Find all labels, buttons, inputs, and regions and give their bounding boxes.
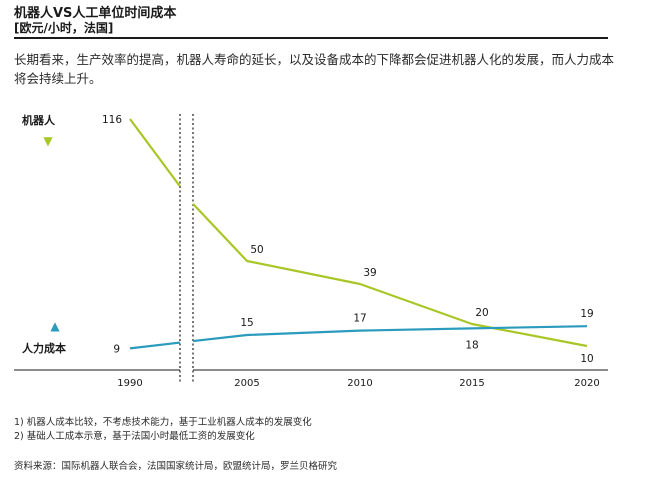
axis-break-band [180,112,193,384]
triangle-up-icon: ▲ [50,319,60,333]
header-rule [14,37,608,39]
series-line-1-segment-2 [192,203,588,348]
labor-data-label: 19 [580,308,593,320]
x-tick-label: 2015 [459,378,484,389]
robot-data-label: 116 [102,114,122,126]
series-name-labor: 人力成本 [22,341,66,355]
series-line-2-segment-1 [129,341,181,350]
chart-unit: [欧元/小时，法国] [14,21,114,35]
chart-title: 机器人VS人工单位时间成本 [14,6,177,21]
x-tick-label: 2020 [574,378,599,389]
labor-data-label: 15 [240,317,253,329]
x-tick-label: 2005 [234,378,259,389]
series-line-2-segment-2 [192,325,588,343]
x-tick-label: 2010 [347,378,372,389]
robot-data-label: 10 [580,353,593,365]
footnote-1: 1) 机器人成本比较，不考虑技术能力，基于工业机器人成本的发展变化 [14,417,312,428]
footnote-2: 2) 基础人工成本示意，基于法国小时最低工资的发展变化 [14,431,255,442]
labor-data-label: 9 [113,343,120,355]
triangle-down-icon: ▼ [43,134,53,148]
robot-data-label: 39 [363,267,376,279]
footnotes: 1) 机器人成本比较，不考虑技术能力，基于工业机器人成本的发展变化 2) 基础人… [14,416,312,444]
series-name-robot: 机器人 [22,113,56,127]
robot-data-label: 50 [250,244,263,256]
source-note: 资料来源：国际机器人联合会，法国国家统计局，欧盟统计局，罗兰贝格研究 [14,461,338,472]
series-line-1-segment-1 [129,118,181,188]
robot-data-label: 20 [475,307,488,319]
labor-data-label: 18 [465,339,478,351]
chart-description: 长期看来，生产效率的提高，机器人寿命的延长，以及设备成本的下降都会促进机器人化的… [14,52,615,86]
x-tick-label: 1990 [117,378,142,389]
labor-data-label: 17 [353,313,366,325]
